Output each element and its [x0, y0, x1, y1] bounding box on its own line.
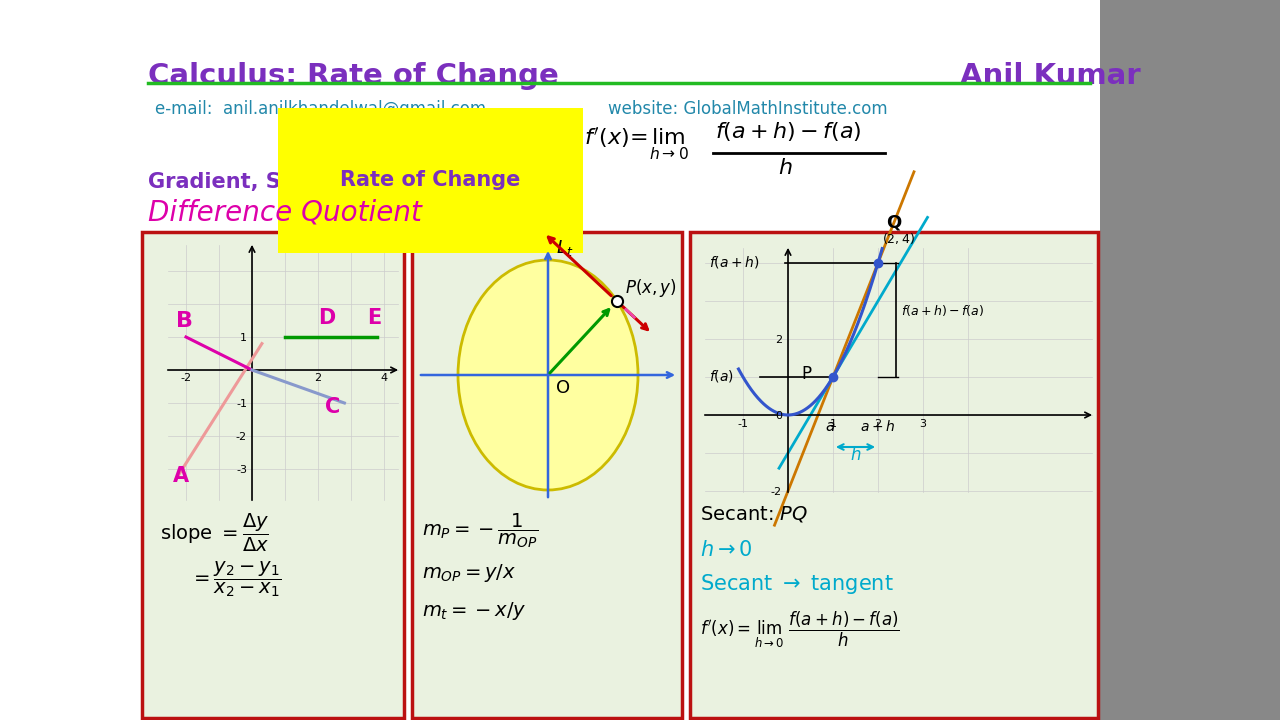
Text: Secant: $PQ$: Secant: $PQ$	[700, 504, 808, 524]
Text: -1: -1	[737, 419, 749, 429]
Bar	[1100, 0, 1280, 720]
Text: Anil Kumar: Anil Kumar	[960, 62, 1140, 90]
Text: slope $= \dfrac{\Delta y}{\Delta x}$: slope $= \dfrac{\Delta y}{\Delta x}$	[160, 512, 269, 554]
Text: 2: 2	[874, 419, 882, 429]
Text: -2: -2	[236, 432, 247, 442]
Bar	[412, 232, 682, 718]
Text: $L_t$: $L_t$	[556, 238, 573, 258]
Text: $f'(x) = \underset{h\to 0}{\lim}\ \dfrac{f(a+h)-f(a)}{h}$: $f'(x) = \underset{h\to 0}{\lim}\ \dfrac…	[700, 610, 900, 650]
Text: A: A	[173, 467, 189, 487]
Text: $f(a)$: $f(a)$	[709, 369, 733, 384]
Text: D: D	[317, 308, 335, 328]
Text: -2: -2	[180, 373, 192, 383]
Text: $P(x,y)$: $P(x,y)$	[625, 277, 677, 299]
Text: 1: 1	[241, 333, 247, 343]
Text: P: P	[801, 365, 812, 383]
Text: $m_t = -x/y$: $m_t = -x/y$	[422, 600, 526, 622]
Text: Rate of Change: Rate of Change	[340, 170, 521, 190]
Bar	[142, 232, 404, 718]
Text: -3: -3	[236, 465, 247, 475]
Text: $h$: $h$	[850, 446, 861, 464]
Bar	[690, 232, 1098, 718]
Text: $a+h$: $a+h$	[860, 419, 896, 434]
Text: $f(a+h)$: $f(a+h)$	[709, 254, 760, 271]
Ellipse shape	[458, 260, 637, 490]
Text: Q: Q	[886, 214, 901, 232]
Text: $g\!=\!f'(x)\!=\!\underset{h\to 0}{\lim}$: $g\!=\!f'(x)\!=\!\underset{h\to 0}{\lim}…	[550, 125, 689, 162]
Text: $h$: $h$	[778, 158, 792, 178]
Text: $f(a+h)-f(a)$: $f(a+h)-f(a)$	[901, 303, 984, 318]
Text: 2: 2	[315, 373, 321, 383]
Text: C: C	[325, 397, 340, 417]
Text: -1: -1	[236, 399, 247, 409]
Text: $h \to 0$: $h \to 0$	[700, 540, 753, 560]
Text: website: GlobalMathInstitute.com: website: GlobalMathInstitute.com	[608, 100, 887, 118]
Text: $f(a+h)-f(a)$: $f(a+h)-f(a)$	[716, 120, 861, 143]
Text: 1: 1	[829, 419, 837, 429]
Text: $(2,4)$: $(2,4)$	[882, 231, 915, 246]
Text: -2: -2	[771, 487, 782, 497]
Text: 2: 2	[774, 335, 782, 345]
Text: Gradient, Slope, or: Gradient, Slope, or	[148, 172, 379, 192]
Text: 0: 0	[774, 411, 782, 421]
Text: O: O	[556, 379, 570, 397]
Text: $= \dfrac{y_2 - y_1}{x_2 - x_1}$: $= \dfrac{y_2 - y_1}{x_2 - x_1}$	[189, 560, 282, 599]
Text: 3: 3	[919, 419, 927, 429]
Text: $m_P = -\dfrac{1}{m_{OP}}$: $m_P = -\dfrac{1}{m_{OP}}$	[422, 512, 538, 550]
Text: e-mail:  anil.anilkhandelwal@gmail.com: e-mail: anil.anilkhandelwal@gmail.com	[155, 100, 486, 118]
Text: 4: 4	[380, 373, 388, 383]
Text: B: B	[177, 311, 193, 331]
Text: $m_{OP} = y/x$: $m_{OP} = y/x$	[422, 562, 516, 584]
Text: Calculus: Rate of Change: Calculus: Rate of Change	[148, 62, 559, 90]
Text: $a$: $a$	[824, 419, 835, 434]
Text: E: E	[367, 308, 381, 328]
Text: Difference Quotient: Difference Quotient	[148, 198, 422, 226]
Text: Secant $\to$ tangent: Secant $\to$ tangent	[700, 572, 893, 596]
